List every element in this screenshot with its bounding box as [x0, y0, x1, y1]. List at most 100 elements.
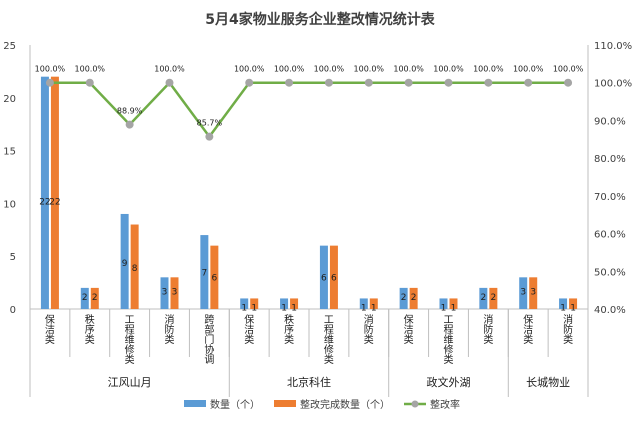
bar-value-label: 6	[331, 273, 337, 283]
bar	[399, 287, 408, 309]
legend-swatch	[274, 400, 296, 407]
category-label: 消防类	[563, 313, 573, 346]
bar	[200, 235, 209, 309]
bar	[130, 224, 139, 309]
bar-value-label: 1	[451, 303, 457, 313]
group-label: 北京科住	[287, 375, 331, 389]
bar-value-label: 3	[172, 288, 178, 298]
rate-value-label: 100.0%	[314, 65, 345, 74]
rate-value-label: 100.0%	[75, 65, 106, 74]
rate-value-label: 100.0%	[274, 65, 305, 74]
legend-label: 整改率	[430, 398, 460, 411]
rate-point	[484, 78, 493, 87]
left-tick-label: 20	[3, 94, 16, 105]
rate-value-label: 100.0%	[35, 65, 66, 74]
bar-value-label: 1	[570, 303, 576, 313]
right-tick-label: 110.0%	[594, 41, 632, 52]
bar-value-label: 1	[251, 303, 257, 313]
rate-point	[524, 78, 533, 87]
bar-value-label: 1	[281, 303, 287, 313]
rate-value-label: 100.0%	[354, 65, 385, 74]
bar	[170, 277, 179, 309]
rate-value-label: 100.0%	[154, 65, 185, 74]
rate-point	[125, 120, 134, 129]
bar	[250, 298, 259, 309]
right-tick-label: 90.0%	[594, 116, 626, 127]
rate-point	[205, 132, 214, 141]
rate-value-label: 88.9%	[117, 107, 143, 116]
category-label: 工程维修类	[125, 315, 135, 366]
bar-value-label: 7	[201, 269, 207, 279]
bar-value-label: 8	[132, 264, 138, 274]
category-label: 保洁类	[45, 313, 55, 346]
bar	[489, 287, 498, 309]
bar	[479, 287, 488, 309]
rate-value-label: 100.0%	[513, 65, 544, 74]
plot-area: 0 5 10 15 20 25 40.0% 50.0% 60.0% 70.0% 80.0% 90.0%…	[3, 41, 632, 397]
bar	[359, 298, 368, 309]
rate-point	[364, 78, 373, 87]
category-label: 消防类	[165, 313, 175, 346]
right-tick-label: 40.0%	[594, 305, 626, 316]
bar	[569, 298, 578, 309]
category-label: 消防类	[483, 313, 493, 346]
rate-line	[49, 80, 569, 139]
bar	[369, 298, 378, 309]
bar	[290, 298, 299, 309]
bar	[329, 245, 338, 309]
bar	[90, 287, 99, 309]
bar-value-label: 1	[560, 303, 566, 313]
group-label: 政文外湖	[427, 375, 471, 389]
bar-value-label: 2	[401, 293, 407, 303]
bar	[519, 277, 528, 309]
right-tick-label: 70.0%	[594, 192, 626, 203]
left-tick-label: 0	[10, 305, 16, 316]
left-tick-label: 10	[3, 199, 16, 210]
bar	[240, 298, 249, 309]
legend-label: 数量（个）	[210, 398, 260, 411]
bar-value-label: 3	[520, 288, 526, 298]
category-label: 工程维修类	[324, 315, 334, 366]
left-tick-label: 25	[3, 41, 16, 52]
left-tick-label: 5	[10, 252, 16, 263]
bar	[559, 298, 568, 309]
right-tick-label: 100.0%	[594, 79, 632, 90]
legend: 数量（个） 整改完成数量（个） 整改率	[184, 398, 460, 411]
bar	[449, 298, 458, 309]
bar-value-label: 2	[92, 293, 98, 303]
bar-value-label: 2	[490, 293, 496, 303]
category-label: 秩序类	[284, 314, 294, 346]
rate-value-label: 100.0%	[473, 65, 504, 74]
group-label: 江风山月	[108, 376, 152, 389]
bar	[319, 245, 328, 309]
right-tick-label: 60.0%	[594, 230, 626, 241]
rate-value-label: 100.0%	[433, 65, 464, 74]
rate-point	[444, 78, 453, 87]
chart-title: 5月4家物业服务企业整改情况统计表	[205, 11, 435, 28]
legend-label: 整改完成数量（个）	[300, 398, 390, 411]
bar	[280, 298, 289, 309]
bar-value-label: 6	[321, 273, 327, 283]
category-label: 跨部门协调	[204, 314, 214, 366]
bar	[409, 287, 418, 309]
bar-value-label: 9	[122, 259, 128, 269]
right-tick-label: 80.0%	[594, 154, 626, 165]
right-tick-label: 50.0%	[594, 267, 626, 278]
category-label: 保洁类	[523, 313, 533, 346]
category-label: 工程维修类	[444, 315, 454, 366]
rate-point	[564, 78, 573, 87]
bar-value-label: 2	[480, 293, 486, 303]
bar-value-label: 6	[211, 273, 217, 283]
group-label: 长城物业	[526, 375, 570, 389]
rate-point	[404, 78, 413, 87]
bar-value-label: 2	[411, 293, 417, 303]
rate-point	[285, 78, 294, 87]
bar	[160, 277, 169, 309]
bar-value-label: 22	[49, 197, 60, 207]
rate-value-label: 85.7%	[197, 119, 223, 128]
bar-value-label: 3	[530, 288, 536, 298]
rate-point	[45, 78, 54, 87]
rate-value-label: 100.0%	[553, 65, 584, 74]
left-tick-label: 15	[3, 147, 16, 158]
